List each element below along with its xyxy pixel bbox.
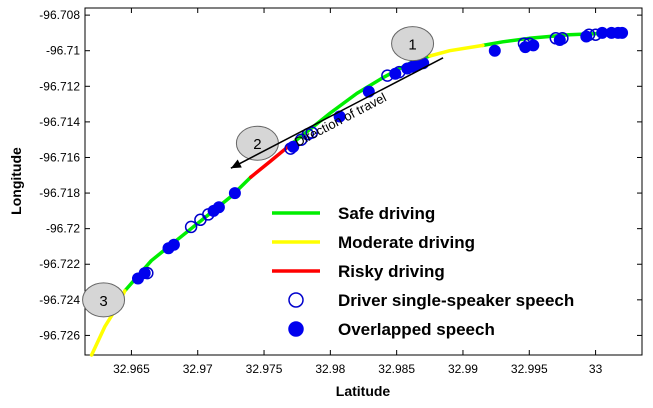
- x-tick-label: 32.975: [246, 362, 283, 376]
- y-tick-label: -96.71: [46, 44, 80, 58]
- direction-arrow-shaft: [230, 57, 444, 169]
- overlapped-speech-point: [167, 238, 180, 251]
- overlapped-speech-point: [616, 26, 629, 39]
- region-callout-3: [82, 282, 126, 318]
- direction-arrow-head: [230, 159, 242, 169]
- overlapped-speech-point: [527, 39, 540, 52]
- region-label-2: 2: [253, 136, 261, 153]
- legend-swatch-overlapped-speech: [288, 321, 304, 337]
- legend: Safe driving Moderate driving Risky drivin…: [272, 204, 574, 339]
- y-axis-title: Longitude: [8, 147, 24, 215]
- region-label-1: 1: [408, 37, 416, 54]
- legend-label-overlapped-speech: Overlapped speech: [338, 320, 495, 339]
- overlapped-speech-point: [580, 30, 593, 43]
- plot-frame: [84, 7, 643, 356]
- x-tick-label: 32.97: [183, 362, 213, 376]
- direction-annotation-text: Direction of travel: [292, 90, 389, 150]
- legend-label-moderate-driving: Moderate driving: [338, 233, 475, 252]
- legend-label-safe-driving: Safe driving: [338, 204, 435, 223]
- driver-single-speaker-speech-point: [305, 126, 319, 139]
- y-tick-label: -96.718: [39, 186, 80, 200]
- y-tick-label: -96.716: [39, 150, 80, 164]
- x-axis-title: Latitude: [336, 383, 391, 399]
- overlapped-speech-point: [138, 267, 151, 280]
- y-tick-label: -96.708: [39, 8, 80, 22]
- x-tick-label: 32.99: [448, 362, 478, 376]
- overlapped-speech-point: [228, 187, 241, 200]
- driver-single-speaker-speech-point: [184, 220, 198, 234]
- region-label-3: 3: [99, 293, 107, 310]
- region-callout-1: [391, 26, 435, 62]
- safe-driving-segment: [481, 31, 618, 48]
- x-tick-label: 32.985: [378, 362, 415, 376]
- x-tick-label: 32.98: [315, 362, 345, 376]
- legend-label-driver-single-speaker-speech: Driver single-speaker speech: [338, 291, 574, 310]
- tick-layer: 32.965 32.97 32.975 32.98 32.985 32.99 32.995 3…: [39, 8, 642, 376]
- overlapped-speech-point: [488, 44, 501, 57]
- moderate-driving-segment: [428, 43, 485, 58]
- y-tick-label: -96.712: [39, 79, 80, 93]
- x-tick-label: 33: [589, 362, 603, 376]
- x-tick-label: 32.995: [511, 362, 548, 376]
- y-tick-label: -96.72: [46, 222, 80, 236]
- y-tick-label: -96.724: [39, 293, 80, 307]
- legend-swatch-driver-single-speaker-speech: [288, 292, 304, 308]
- y-tick-label: -96.722: [39, 257, 80, 271]
- overlapped-speech-point: [389, 67, 402, 80]
- overlapped-speech-point: [553, 34, 566, 46]
- risky-driving-segment: [249, 145, 290, 179]
- y-tick-label: -96.726: [39, 328, 80, 342]
- overlapped-speech-point: [287, 140, 300, 153]
- x-tick-label: 32.965: [113, 362, 150, 376]
- overlapped-speech-point: [212, 201, 225, 214]
- legend-label-risky-driving: Risky driving: [338, 262, 445, 281]
- y-tick-label: -96.714: [39, 115, 80, 129]
